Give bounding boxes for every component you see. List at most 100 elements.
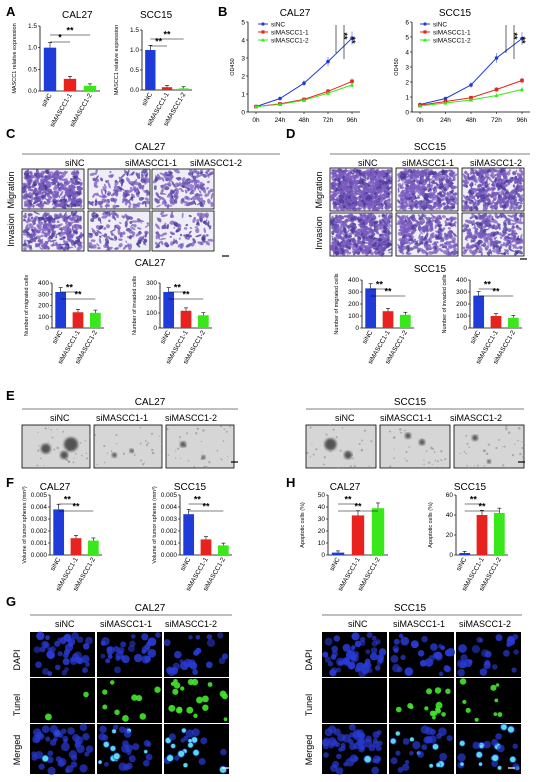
stained-cell [78, 236, 82, 239]
stained-cell [51, 175, 56, 178]
stained-cell [362, 175, 367, 179]
debris [487, 443, 491, 446]
stained-cell [108, 237, 115, 241]
stained-cell [205, 240, 210, 246]
stained-cell [467, 198, 475, 202]
tunel-positive [426, 688, 433, 695]
stained-cell [446, 191, 450, 199]
tile-background [30, 678, 95, 723]
debris [393, 448, 395, 450]
debris [186, 432, 189, 435]
stained-cell [106, 246, 113, 251]
nucleus [100, 640, 106, 646]
stained-cell [170, 241, 174, 246]
y-tick-label: 10 [318, 540, 326, 547]
debris [311, 443, 313, 445]
tile-background [165, 424, 235, 469]
stained-cell [449, 198, 455, 203]
stained-cell [518, 221, 524, 225]
stained-cell [407, 173, 414, 179]
nucleus [352, 755, 359, 762]
tile-background [322, 678, 387, 723]
stained-cell [414, 195, 417, 200]
stained-cell [57, 244, 62, 246]
stained-cell [117, 185, 123, 190]
nucleus [476, 636, 483, 643]
stained-cell [357, 192, 362, 197]
bar-siMASCC1-2 [371, 508, 385, 555]
stained-cell [37, 220, 40, 225]
invasion-tile [329, 212, 394, 258]
column-header-2: siMASCC1-2 [459, 619, 511, 629]
stained-cell [430, 184, 434, 187]
stained-cell [381, 172, 387, 177]
nucleus [85, 662, 90, 667]
stained-cell [144, 230, 149, 235]
row-label: DAPI [304, 649, 314, 670]
stained-cell [512, 184, 516, 188]
debris [388, 430, 392, 433]
y-tick-label: 1.0 [28, 45, 37, 52]
bar-siNC [365, 288, 377, 328]
stained-cell [337, 177, 341, 182]
stained-cell [33, 215, 38, 222]
tunel-positive [196, 696, 203, 704]
stained-cell [418, 187, 425, 194]
stained-cell [366, 174, 370, 177]
nucleus [128, 755, 136, 763]
stained-cell [345, 173, 349, 176]
nucleus [82, 667, 88, 674]
debris [110, 450, 113, 453]
stained-cell [367, 188, 372, 194]
stained-cell [103, 244, 108, 248]
nucleus [145, 753, 153, 761]
debris [187, 460, 190, 462]
debris [466, 464, 469, 467]
merged-positive [181, 728, 186, 733]
y-tick-label: 100 [348, 313, 359, 320]
panel-title: CAL27 [135, 603, 166, 614]
tunel-tile [456, 678, 521, 723]
stained-cell [475, 194, 480, 198]
y-tick-label: 400 [348, 277, 359, 284]
stained-cell [31, 188, 34, 192]
nucleus [195, 634, 201, 640]
nucleus [141, 633, 149, 641]
stained-cell [200, 199, 206, 202]
tile-background [21, 424, 91, 469]
sphere-tile [453, 424, 525, 469]
stained-cell [374, 189, 378, 192]
debris [423, 463, 425, 466]
bar-siMASCC1-2 [87, 540, 99, 555]
debris [399, 428, 402, 431]
nucleus [358, 669, 367, 678]
column-header-1: siMASCC1-1 [402, 158, 454, 168]
stained-cell [194, 226, 199, 228]
stained-cell [377, 201, 382, 205]
stained-cell [158, 234, 164, 237]
stained-cell [114, 225, 116, 230]
nucleus [348, 723, 356, 731]
stained-cell [115, 204, 120, 208]
stained-cell [399, 186, 405, 189]
stained-cell [497, 177, 501, 181]
nucleus [206, 634, 213, 640]
stained-cell [114, 238, 118, 241]
nucleus [393, 638, 400, 645]
stained-cell [188, 230, 192, 234]
stained-cell [158, 197, 163, 202]
stained-cell [403, 167, 408, 174]
stained-cell [160, 211, 165, 216]
stained-cell [445, 178, 450, 184]
stained-cell [417, 187, 420, 190]
stained-cell [209, 188, 214, 193]
stained-cell [440, 197, 445, 202]
stained-cell [429, 199, 432, 203]
stained-cell [401, 189, 405, 196]
stained-cell [185, 243, 193, 248]
debris [483, 449, 487, 453]
debris [361, 439, 363, 442]
stained-cell [206, 180, 210, 184]
nucleus [31, 754, 38, 761]
